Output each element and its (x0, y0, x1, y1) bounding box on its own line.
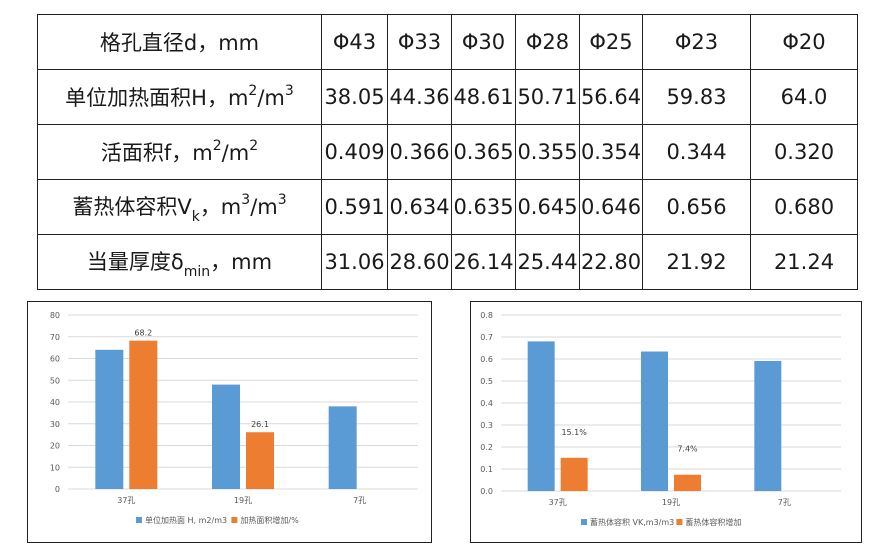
table-row: 当量厚度δmin，mm 31.06 28.60 26.14 25.44 22.8… (37, 234, 858, 290)
header-label: 格孔直径d，mm (37, 14, 322, 70)
bar (95, 349, 124, 489)
data-label: 26.1 (251, 420, 269, 429)
cell: 31.06 (321, 234, 388, 290)
legend-swatch (581, 519, 587, 525)
cell: 38.05 (321, 69, 388, 125)
cell: 0.366 (387, 124, 452, 180)
cell: 0.320 (750, 124, 858, 180)
y-tick-label: 0.3 (480, 421, 493, 430)
data-label: 7.4% (677, 445, 698, 454)
legend-swatch (136, 517, 142, 523)
parameter-table: 格孔直径d，mm Φ43 Φ33 Φ30 Φ28 Φ25 Φ23 Φ20 单位加… (37, 14, 858, 290)
cell: 28.60 (387, 234, 452, 290)
legend-label: 蓄热体容积 VK,m3/m3 (590, 517, 674, 527)
col-6: Φ20 (750, 14, 858, 70)
cell: 0.646 (579, 179, 643, 235)
y-tick-label: 0.2 (480, 443, 493, 452)
table-row: 活面积f，m2/m2 0.409 0.366 0.365 0.355 0.354… (37, 124, 858, 180)
cell: 0.656 (642, 179, 751, 235)
chart-storage-volume-svg: 0.0 0.1 0.2 0.3 0.4 0.5 0.6 0.7 0.8 37孔 19孔 7孔 15.1%… (480, 311, 841, 527)
bar (641, 351, 668, 491)
cell: 0.365 (451, 124, 516, 180)
col-1: Φ33 (387, 14, 452, 70)
row-label: 活面积f，m2/m2 (37, 124, 322, 180)
legend-label: 单位加热面 H, m2/m3 (145, 515, 227, 525)
cell: 21.92 (642, 234, 751, 290)
y-tick-label: 60 (50, 355, 60, 364)
y-tick-label: 0.0 (480, 487, 493, 496)
row-label: 当量厚度δmin，mm (37, 234, 322, 290)
cell: 0.355 (515, 124, 580, 180)
y-tick-label: 20 (50, 442, 60, 451)
y-tick-label: 0 (55, 485, 60, 494)
y-tick-label: 70 (50, 333, 60, 342)
row-label: 单位加热面积H，m2/m3 (37, 69, 322, 125)
cell: 48.61 (451, 69, 516, 125)
cell: 25.44 (515, 234, 580, 290)
cell: 64.0 (750, 69, 858, 125)
col-0: Φ43 (321, 14, 388, 70)
y-tick-label: 0.5 (480, 377, 493, 386)
data-label: 15.1% (561, 428, 587, 437)
legend-swatch (676, 519, 683, 525)
y-tick-label: 0.7 (480, 333, 493, 342)
x-tick-label: 37孔 (117, 496, 135, 505)
y-tick-label: 50 (50, 376, 60, 385)
legend-swatch (231, 517, 238, 523)
bar (246, 432, 274, 489)
chart-storage-volume: 0.0 0.1 0.2 0.3 0.4 0.5 0.6 0.7 0.8 37孔 19孔 7孔 15.1%… (470, 301, 862, 543)
col-2: Φ30 (451, 14, 516, 70)
y-tick-label: 10 (50, 463, 60, 472)
bar (527, 341, 555, 491)
cell: 0.591 (321, 179, 388, 235)
x-tick-label: 19孔 (662, 498, 680, 507)
cell: 0.635 (451, 179, 516, 235)
table-header-row: 格孔直径d，mm Φ43 Φ33 Φ30 Φ28 Φ25 Φ23 Φ20 (37, 14, 858, 70)
bar (328, 406, 357, 489)
table-row: 单位加热面积H，m2/m3 38.05 44.36 48.61 50.71 56… (37, 69, 858, 125)
col-3: Φ28 (515, 14, 580, 70)
cell: 21.24 (750, 234, 858, 290)
col-5: Φ23 (642, 14, 751, 70)
cell: 0.680 (750, 179, 858, 235)
bar (129, 340, 158, 489)
y-tick-label: 0.4 (480, 399, 493, 408)
bar (560, 457, 588, 491)
y-tick-label: 0.1 (480, 465, 493, 474)
cell: 44.36 (387, 69, 452, 125)
y-tick-label: 0.6 (480, 355, 493, 364)
cell: 56.64 (579, 69, 643, 125)
cell: 0.634 (387, 179, 452, 235)
chart-heating-area-svg: 0 10 20 30 40 50 60 70 80 37孔 19孔 7孔 68.2 26.1 单位加热面 H… (50, 311, 418, 525)
x-tick-label: 37孔 (549, 498, 567, 507)
cell: 22.80 (579, 234, 643, 290)
x-tick-label: 19孔 (234, 496, 252, 505)
y-tick-label: 0.8 (480, 311, 493, 320)
data-label: 68.2 (134, 329, 152, 338)
cell: 0.354 (579, 124, 643, 180)
table-row: 蓄热体容积Vk，m3/m3 0.591 0.634 0.635 0.645 0.… (37, 179, 858, 235)
bar (754, 360, 782, 491)
cell: 50.71 (515, 69, 580, 125)
cell: 26.14 (451, 234, 516, 290)
row-label: 蓄热体容积Vk，m3/m3 (37, 179, 322, 235)
bar (674, 474, 701, 491)
bar (212, 384, 240, 489)
x-tick-label: 7孔 (778, 498, 791, 507)
chart-heating-area: 0 10 20 30 40 50 60 70 80 37孔 19孔 7孔 68.2 26.1 单位加热面 H… (27, 301, 432, 543)
cell: 59.83 (642, 69, 751, 125)
cell: 0.645 (515, 179, 580, 235)
y-tick-label: 30 (50, 420, 60, 429)
legend-label: 蓄热体容积增加 (685, 517, 741, 527)
x-tick-label: 7孔 (353, 496, 366, 505)
col-4: Φ25 (579, 14, 643, 70)
y-tick-label: 80 (50, 311, 60, 320)
y-tick-label: 40 (50, 398, 60, 407)
legend-label: 加热面积增加/% (240, 515, 299, 525)
cell: 0.344 (642, 124, 751, 180)
cell: 0.409 (321, 124, 388, 180)
